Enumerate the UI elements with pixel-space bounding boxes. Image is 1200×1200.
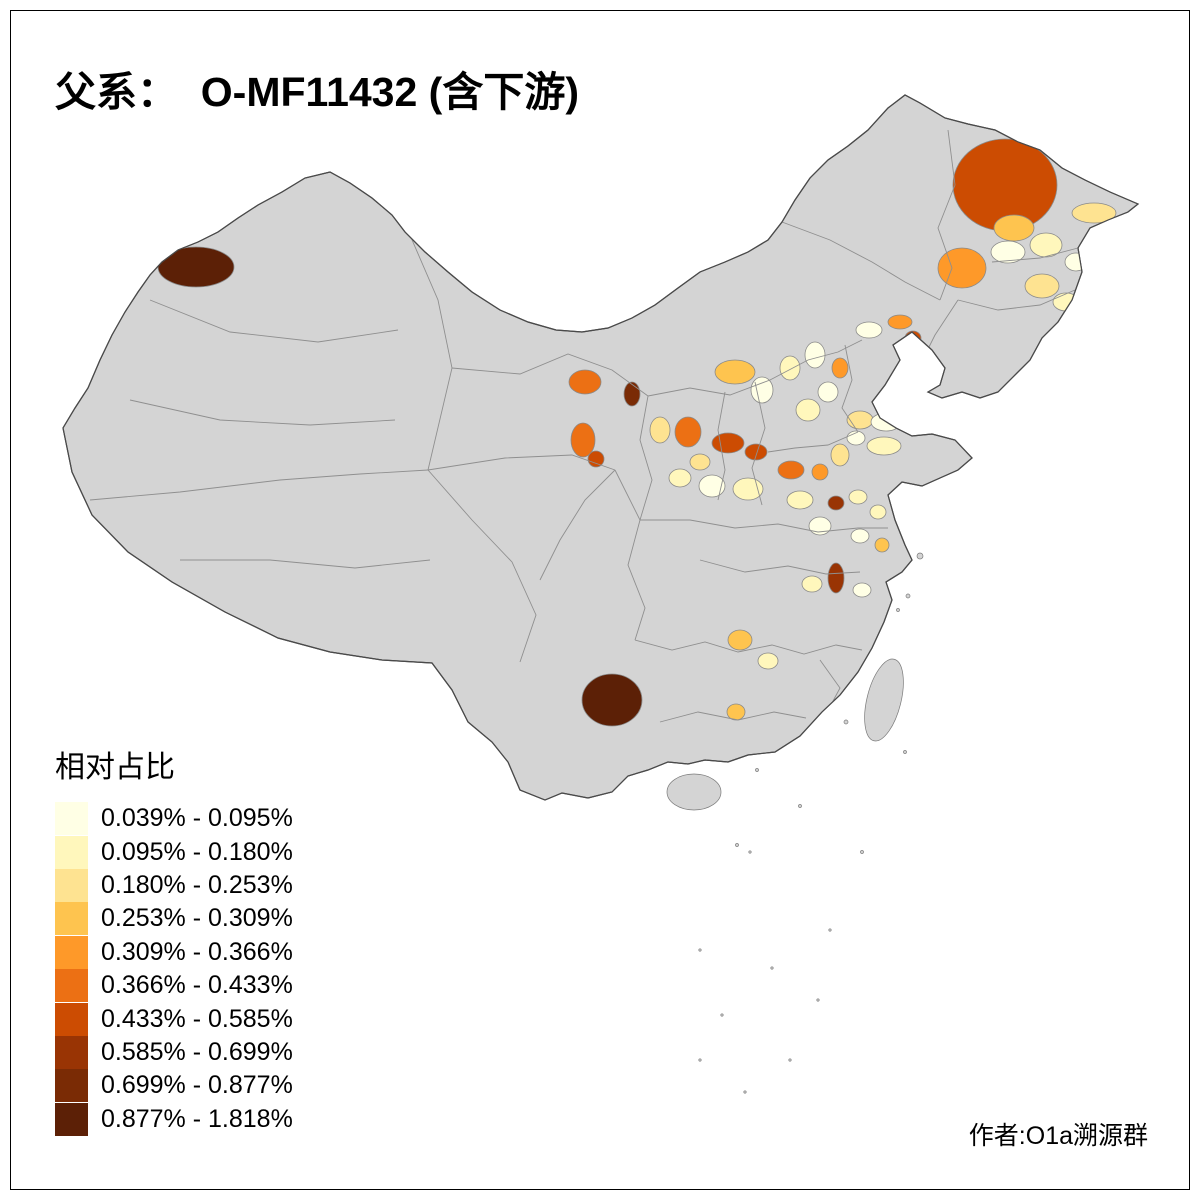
legend-swatch — [55, 1102, 88, 1136]
map-region — [866, 436, 902, 456]
legend-label: 0.433% - 0.585% — [101, 1004, 293, 1033]
author-credit: 作者:O1a溯源群 — [968, 1122, 1148, 1150]
legend-swatch — [55, 1069, 88, 1103]
legend-label: 0.699% - 0.877% — [101, 1071, 293, 1100]
hainan-island — [666, 773, 722, 811]
map-region — [827, 495, 845, 511]
map-region — [848, 489, 868, 505]
map-region — [869, 504, 887, 520]
legend: 相对占比 0.039% - 0.095% 0.095% - 0.180% 0.180… — [55, 742, 293, 1136]
legend-title: 相对占比 — [55, 751, 175, 784]
map-region — [786, 490, 814, 510]
map-region — [714, 359, 756, 385]
map-region — [757, 652, 779, 670]
legend-label: 0.039% - 0.095% — [101, 804, 293, 833]
map-region — [727, 629, 753, 651]
map-region — [623, 381, 641, 407]
province-boundaries — [89, 129, 1079, 723]
map-region — [777, 460, 805, 480]
legend-swatch — [55, 969, 88, 1003]
legend-swatch — [55, 802, 88, 836]
map-region — [674, 416, 702, 448]
map-region — [570, 422, 596, 458]
legend-item: 0.180% - 0.253% — [55, 868, 293, 902]
map-region — [993, 214, 1035, 242]
legend-label: 0.877% - 1.818% — [101, 1104, 293, 1133]
legend-item: 0.699% - 0.877% — [55, 1069, 293, 1103]
legend-item: 0.095% - 0.180% — [55, 835, 293, 869]
legend-label: 0.180% - 0.253% — [101, 870, 293, 899]
map-region — [831, 357, 849, 379]
legend-label: 0.309% - 0.366% — [101, 937, 293, 966]
map-region — [732, 477, 764, 501]
map-region — [711, 432, 745, 454]
legend-swatch — [55, 935, 88, 969]
map-region — [1024, 273, 1060, 299]
legend-item: 0.253% - 0.309% — [55, 902, 293, 936]
legend-item: 0.366% - 0.433% — [55, 969, 293, 1003]
legend-swatch — [55, 1035, 88, 1069]
taiwan-island — [864, 658, 904, 742]
map-region — [855, 321, 883, 339]
map-region — [726, 703, 746, 721]
map-region — [649, 416, 671, 444]
legend-items: 0.039% - 0.095% 0.095% - 0.180% 0.180% - 0… — [55, 802, 293, 1136]
map-region — [990, 240, 1026, 264]
map-region — [817, 381, 839, 403]
map-region — [827, 562, 845, 594]
legend-item: 0.433% - 0.585% — [55, 1002, 293, 1036]
legend-label: 0.366% - 0.433% — [101, 971, 293, 1000]
map-region — [887, 314, 913, 330]
map-region — [1071, 202, 1117, 224]
legend-label: 0.095% - 0.180% — [101, 837, 293, 866]
map-region — [808, 516, 832, 536]
map-region — [1052, 292, 1080, 312]
legend-label: 0.253% - 0.309% — [101, 904, 293, 933]
map-region — [779, 355, 801, 381]
map-region — [795, 398, 821, 422]
map-region — [587, 450, 605, 468]
map-region — [1064, 252, 1088, 272]
map-region — [750, 376, 774, 404]
legend-item: 0.877% - 1.818% — [55, 1102, 293, 1136]
legend-item: 0.039% - 0.095% — [55, 802, 293, 836]
map-region — [668, 468, 692, 488]
page-title: 父系： O-MF11432 (含下游) — [55, 69, 579, 115]
map-region — [804, 341, 826, 369]
map-region — [157, 246, 235, 288]
map-region — [830, 443, 850, 467]
legend-item: 0.585% - 0.699% — [55, 1035, 293, 1069]
legend-swatch — [55, 902, 88, 936]
map-region — [1029, 232, 1063, 258]
national-border — [62, 94, 1140, 801]
map-region — [744, 443, 768, 461]
map-region — [874, 537, 890, 553]
legend-label: 0.585% - 0.699% — [101, 1037, 293, 1066]
south-china-sea-islands — [698, 552, 924, 1094]
map-region — [568, 369, 602, 395]
map-region — [852, 582, 872, 598]
map-region — [937, 247, 987, 289]
map-region — [581, 673, 643, 727]
map-region — [801, 575, 823, 593]
map-region — [850, 528, 870, 544]
map-region — [811, 463, 829, 481]
legend-swatch — [55, 1002, 88, 1036]
legend-item: 0.309% - 0.366% — [55, 935, 293, 969]
legend-swatch — [55, 868, 88, 902]
map-region — [698, 474, 726, 498]
map-region — [846, 410, 874, 430]
map-region — [689, 453, 711, 471]
colored-regions — [157, 138, 1117, 727]
legend-swatch — [55, 835, 88, 869]
